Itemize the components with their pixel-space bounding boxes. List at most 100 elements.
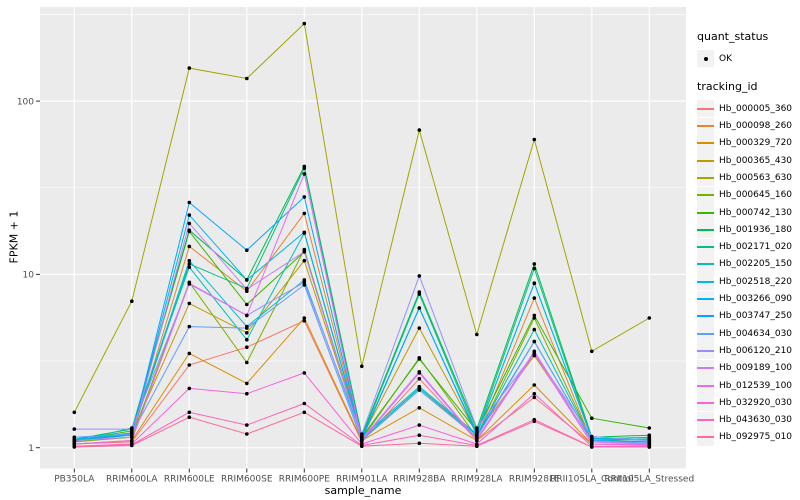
legend-item-label: Hb_012539_100 (719, 380, 793, 391)
data-point (302, 319, 307, 323)
legend-item-Hb_000645_160: Hb_000645_160 (697, 186, 792, 204)
legend-item-Hb_000365_430: Hb_000365_430 (697, 152, 793, 170)
data-point (187, 221, 192, 226)
data-point (647, 316, 652, 320)
data-point (532, 316, 537, 320)
legend-item-Hb_003747_250: Hb_003747_250 (697, 307, 793, 325)
y-tick-label: 100 (17, 97, 34, 107)
legend-item-label: Hb_003266_090 (719, 294, 793, 305)
legend-key-box (697, 394, 714, 412)
x-tick-label: RRIM600LE (164, 475, 215, 485)
legend-key-box (697, 238, 714, 256)
data-point (532, 296, 537, 300)
data-point (417, 292, 422, 296)
data-point (360, 364, 364, 369)
x-axis-title: sample_name (324, 484, 402, 497)
data-point (532, 419, 537, 424)
legend-item-Hb_000742_130: Hb_000742_130 (697, 204, 792, 222)
data-point (187, 351, 192, 356)
data-point (532, 383, 537, 387)
x-tick-label: RRIM928LA (451, 475, 503, 485)
x-tick-label: RRIM928LE (509, 475, 560, 485)
data-point (187, 66, 192, 70)
data-point (302, 211, 307, 216)
legend-line-swatch (697, 228, 714, 231)
legend-line-swatch (697, 194, 714, 197)
x-tick-label: RRII105LA_Control (550, 475, 633, 485)
data-point (72, 438, 77, 443)
legend-item-Hb_092975_010: Hb_092975_010 (697, 428, 792, 446)
x-tick-label: RRIM928BA (393, 475, 446, 485)
legend-item-label: Hb_000098_260 (719, 121, 793, 132)
data-point (647, 445, 652, 449)
legend-title-quant-status: quant_status (697, 30, 769, 43)
data-point (187, 415, 192, 420)
data-point (302, 250, 307, 254)
data-point (187, 410, 192, 415)
data-point (302, 316, 307, 320)
legend-line-swatch (697, 125, 714, 128)
data-point (417, 441, 422, 446)
legend-item-label: Hb_006120_210 (719, 345, 793, 356)
legend-line-swatch (697, 436, 714, 439)
data-point (187, 386, 192, 391)
data-point (187, 265, 192, 270)
data-point (245, 345, 249, 350)
data-point (245, 278, 249, 282)
legend-line-swatch (697, 246, 714, 249)
data-point (187, 200, 192, 205)
legend-item-label: Hb_000329_720 (719, 138, 793, 149)
legend-item-label: Hb_004634_030 (719, 328, 793, 339)
legend-line-swatch (697, 419, 714, 422)
data-point (72, 445, 77, 449)
data-point (130, 435, 134, 440)
x-tick-label: RRIM600SE (221, 475, 273, 485)
data-point (302, 21, 307, 26)
data-point (360, 438, 364, 443)
data-point (245, 381, 249, 386)
data-point (130, 432, 134, 436)
legend-item-label: Hb_000365_430 (719, 155, 793, 166)
legend-line-swatch (697, 142, 714, 145)
legend-spacer (697, 67, 792, 80)
data-point (245, 248, 249, 252)
data-point (187, 228, 192, 232)
data-point (130, 438, 134, 443)
legend-item-Hb_043630_030: Hb_043630_030 (697, 411, 793, 429)
data-point (302, 280, 307, 285)
x-tick-label: RRIM600LA (106, 475, 158, 485)
data-point (72, 410, 77, 415)
legend-line-swatch (697, 384, 714, 387)
data-point (130, 427, 134, 431)
y-axis-title: FPKM + 1 (7, 210, 21, 264)
data-point (245, 331, 249, 335)
legend-key-box (697, 255, 714, 273)
data-point (302, 410, 307, 415)
data-point (647, 438, 652, 443)
legend-item-label: Hb_009189_100 (719, 363, 793, 374)
legend-item-label: Hb_043630_030 (719, 415, 793, 426)
data-point (187, 363, 192, 367)
data-point (417, 384, 422, 389)
data-point (360, 444, 364, 449)
legend-item-Hb_000005_360: Hb_000005_360 (697, 100, 792, 118)
legend-key-box (697, 117, 714, 135)
data-point (302, 401, 307, 406)
legend-key-box (697, 428, 714, 446)
x-tick-label: RRIM901LA (336, 475, 388, 485)
data-point (302, 230, 307, 235)
data-point (532, 339, 537, 344)
data-point (302, 258, 307, 263)
legend-item-Hb_006120_210: Hb_006120_210 (697, 342, 793, 360)
legend-line-swatch (697, 401, 714, 404)
legend-item-label: OK (719, 53, 732, 64)
legend-tracking-items: Hb_000005_360 Hb_000098_260 Hb_000329_720 H… (697, 100, 792, 446)
data-point (245, 313, 249, 318)
legend-item-label: Hb_002171_020 (719, 242, 793, 253)
legend-item-Hb_002518_220: Hb_002518_220 (697, 273, 792, 291)
legend-item-label: Hb_003747_250 (719, 311, 793, 322)
legend: quant_status OK tracking_id Hb_000005_36… (697, 30, 792, 446)
data-point (302, 166, 307, 170)
legend-key-box (697, 290, 714, 308)
legend-item-Hb_002205_150: Hb_002205_150 (697, 255, 792, 273)
